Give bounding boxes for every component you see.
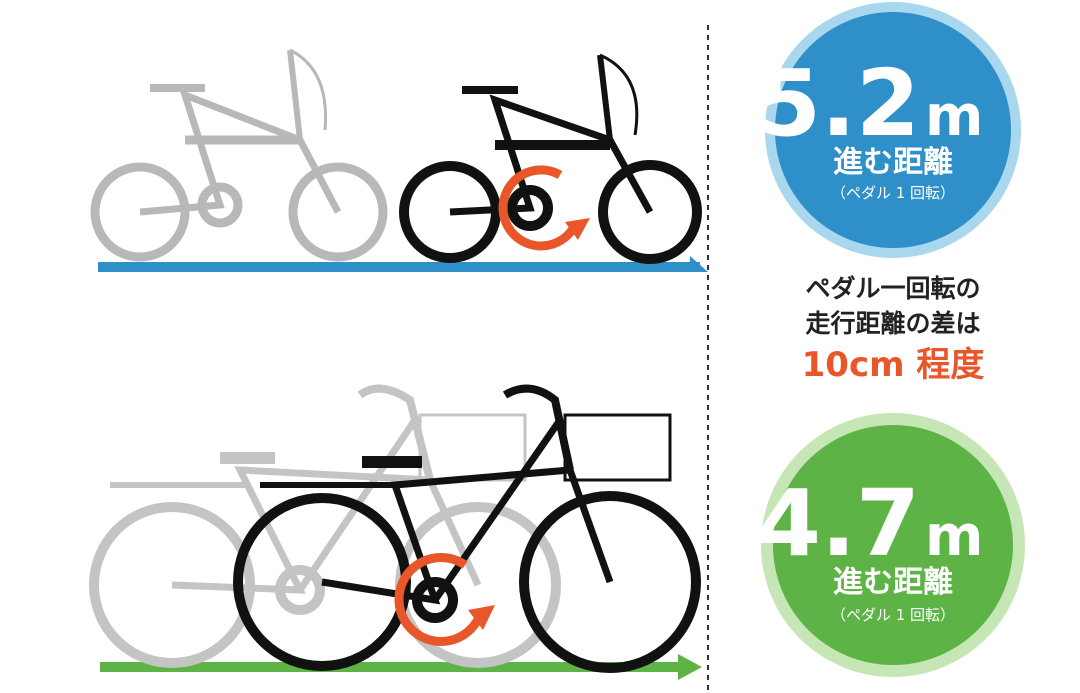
bike-part bbox=[565, 218, 590, 240]
distance-unit: m bbox=[925, 504, 983, 569]
bike-part bbox=[597, 54, 613, 141]
pedal-rotation-arrow bbox=[394, 552, 495, 646]
bike-part bbox=[502, 384, 574, 471]
bike-part bbox=[289, 48, 328, 131]
distance-note: （ペダル 1 回転） bbox=[831, 606, 955, 624]
bike-part bbox=[90, 162, 190, 262]
caption-line: 走行距離の差は bbox=[805, 309, 980, 338]
bike-part bbox=[598, 160, 702, 264]
ground-bar-tip bbox=[690, 256, 708, 272]
bike-part bbox=[139, 89, 342, 216]
bike-part bbox=[519, 491, 701, 673]
caption-line: ペダル一回転の bbox=[805, 274, 980, 303]
bike-part bbox=[498, 165, 580, 251]
ground-bar-blue bbox=[98, 262, 700, 272]
bike-part bbox=[287, 49, 303, 141]
bike-part bbox=[563, 413, 672, 482]
bike-part bbox=[599, 53, 639, 136]
circle-blue bbox=[775, 12, 1011, 248]
caption-highlight: 10cm 程度 bbox=[802, 345, 985, 385]
distance-note: （ペダル 1 回転） bbox=[831, 184, 955, 202]
bike-part bbox=[288, 162, 388, 262]
bike-part bbox=[357, 384, 434, 481]
pedal-rotation-arrow bbox=[498, 165, 590, 251]
circle-green bbox=[773, 425, 1013, 665]
distance-value: 5.2 bbox=[757, 50, 920, 157]
distance-label: 進む距離 bbox=[833, 145, 953, 180]
gray-folding-bike bbox=[90, 48, 388, 262]
bike-part bbox=[468, 605, 495, 630]
bike-part bbox=[394, 552, 485, 646]
distance-value: 4.7 bbox=[757, 470, 920, 577]
distance-unit: m bbox=[925, 84, 983, 149]
gray-city-bike bbox=[89, 384, 561, 668]
bike-part bbox=[432, 418, 563, 602]
ground-bar-tip bbox=[678, 654, 702, 680]
distance-label: 進む距離 bbox=[833, 565, 953, 600]
bike-part bbox=[171, 466, 482, 594]
ground-bar-green bbox=[100, 662, 680, 672]
